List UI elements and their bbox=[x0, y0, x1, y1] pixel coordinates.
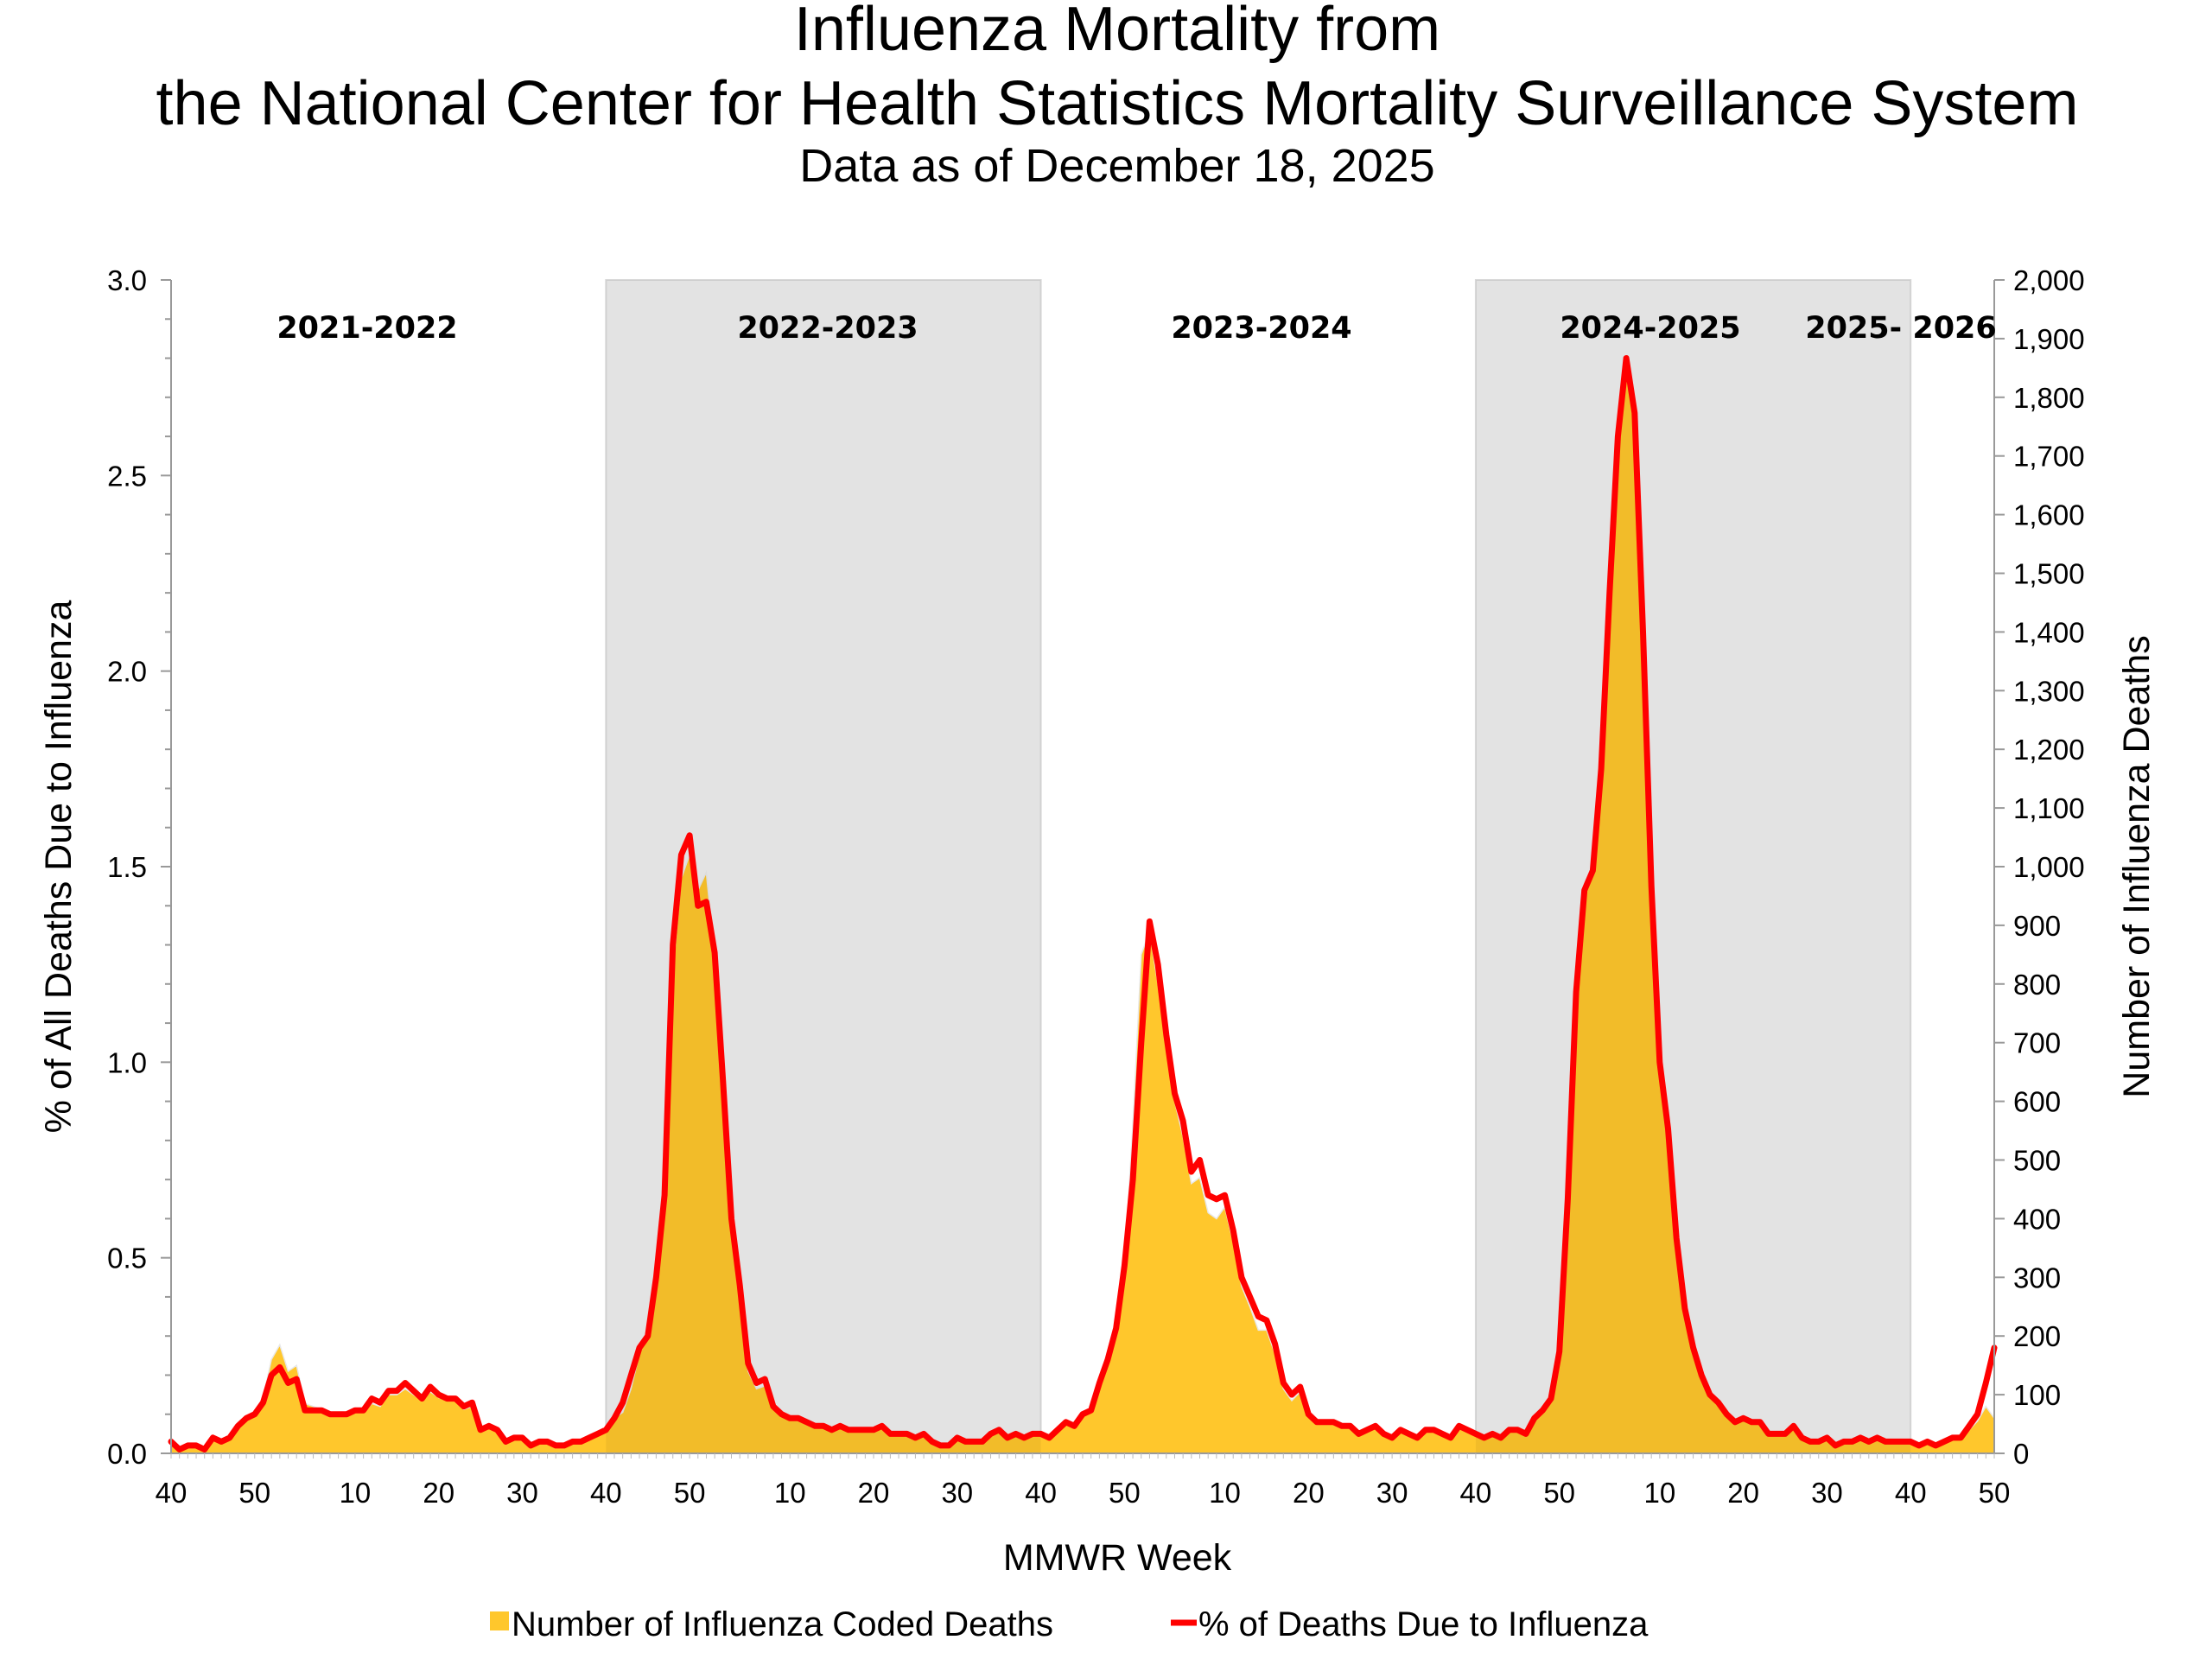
legend-swatch-deaths bbox=[490, 1611, 509, 1630]
y-left-tick-label: 3.0 bbox=[107, 264, 147, 296]
y-right-tick-label: 900 bbox=[2013, 910, 2061, 942]
season-label: 2021-2022 bbox=[276, 311, 457, 346]
legend: Number of Influenza Coded Deaths % of De… bbox=[490, 1605, 1649, 1643]
y-right-tick-label: 500 bbox=[2013, 1145, 2061, 1177]
chart-title-line1: Influenza Mortality from bbox=[794, 0, 1440, 64]
x-tick-label: 20 bbox=[423, 1477, 454, 1509]
x-tick-label: 50 bbox=[1979, 1477, 2011, 1509]
season-band-overlay bbox=[1475, 280, 1911, 1453]
y-right-tick-label: 1,600 bbox=[2013, 499, 2085, 531]
y-right-tick-label: 1,300 bbox=[2013, 675, 2085, 707]
pct-line-series bbox=[168, 355, 1998, 1452]
x-tick-label: 40 bbox=[590, 1477, 622, 1509]
chart-subtitle: Data as of December 18, 2025 bbox=[799, 140, 1434, 192]
legend-label-pct: % of Deaths Due to Influenza bbox=[1198, 1605, 1649, 1643]
y-axis-right-title: Number of Influenza Deaths bbox=[2116, 635, 2158, 1097]
season-label: 2025- 2026 bbox=[1805, 311, 1997, 346]
season-band-overlay bbox=[606, 280, 1041, 1453]
x-tick-label: 10 bbox=[1209, 1477, 1241, 1509]
y-right-tick-label: 1,100 bbox=[2013, 792, 2085, 824]
x-tick-label: 10 bbox=[340, 1477, 372, 1509]
y-right-tick-label: 300 bbox=[2013, 1262, 2061, 1294]
season-band bbox=[1474, 279, 1912, 1454]
x-tick-label: 40 bbox=[1895, 1477, 1927, 1509]
x-tick-label: 20 bbox=[1727, 1477, 1759, 1509]
y-right-tick-label: 1,000 bbox=[2013, 851, 2085, 883]
x-tick-label: 40 bbox=[156, 1477, 188, 1509]
y-right-tick-label: 1,700 bbox=[2013, 441, 2085, 473]
x-tick-label: 10 bbox=[1643, 1477, 1675, 1509]
x-tick-label: 50 bbox=[238, 1477, 270, 1509]
season-label: 2022-2023 bbox=[737, 311, 918, 346]
y-right-tick-label: 400 bbox=[2013, 1203, 2061, 1235]
y-right-tick-label: 1,200 bbox=[2013, 734, 2085, 766]
x-tick-label: 20 bbox=[858, 1477, 890, 1509]
y-right-tick-label: 1,900 bbox=[2013, 323, 2085, 355]
x-axis-title: MMWR Week bbox=[1003, 1537, 1232, 1579]
season-label: 2023-2024 bbox=[1171, 311, 1351, 346]
season-label: 2024-2025 bbox=[1560, 311, 1740, 346]
y-left-tick-label: 1.0 bbox=[107, 1046, 147, 1078]
y-right-tick-label: 0 bbox=[2013, 1438, 2029, 1470]
y-right-tick-label: 1,800 bbox=[2013, 382, 2085, 414]
legend-label-deaths: Number of Influenza Coded Deaths bbox=[512, 1605, 1053, 1643]
y-left-tick-label: 0.0 bbox=[107, 1438, 147, 1470]
y-right-tick-label: 700 bbox=[2013, 1027, 2061, 1059]
y-left-tick-label: 1.5 bbox=[107, 851, 147, 883]
y-right-tick-label: 100 bbox=[2013, 1379, 2061, 1411]
y-left-tick-label: 2.0 bbox=[107, 656, 147, 688]
x-tick-label: 30 bbox=[506, 1477, 538, 1509]
x-tick-label: 10 bbox=[774, 1477, 806, 1509]
y-right-tick-label: 600 bbox=[2013, 1086, 2061, 1118]
chart-title-line2: the National Center for Health Statistic… bbox=[156, 69, 2079, 138]
x-tick-label: 50 bbox=[1543, 1477, 1575, 1509]
y-right-tick-label: 1,500 bbox=[2013, 558, 2085, 590]
x-tick-label: 50 bbox=[674, 1477, 706, 1509]
x-tick-label: 40 bbox=[1025, 1477, 1057, 1509]
x-tick-label: 30 bbox=[1811, 1477, 1843, 1509]
x-tick-label: 40 bbox=[1460, 1477, 1492, 1509]
y-right-tick-label: 2,000 bbox=[2013, 264, 2085, 296]
y-left-tick-label: 0.5 bbox=[107, 1243, 147, 1274]
y-right-tick-label: 800 bbox=[2013, 969, 2061, 1001]
x-tick-label: 30 bbox=[941, 1477, 973, 1509]
y-left-tick-label: 2.5 bbox=[107, 460, 147, 492]
y-right-tick-label: 200 bbox=[2013, 1320, 2061, 1352]
y-right-tick-label: 1,400 bbox=[2013, 616, 2085, 648]
x-tick-label: 20 bbox=[1293, 1477, 1325, 1509]
x-tick-label: 50 bbox=[1109, 1477, 1141, 1509]
x-tick-label: 30 bbox=[1376, 1477, 1408, 1509]
y-axis-left-title: % of All Deaths Due to Influenza bbox=[38, 601, 79, 1134]
